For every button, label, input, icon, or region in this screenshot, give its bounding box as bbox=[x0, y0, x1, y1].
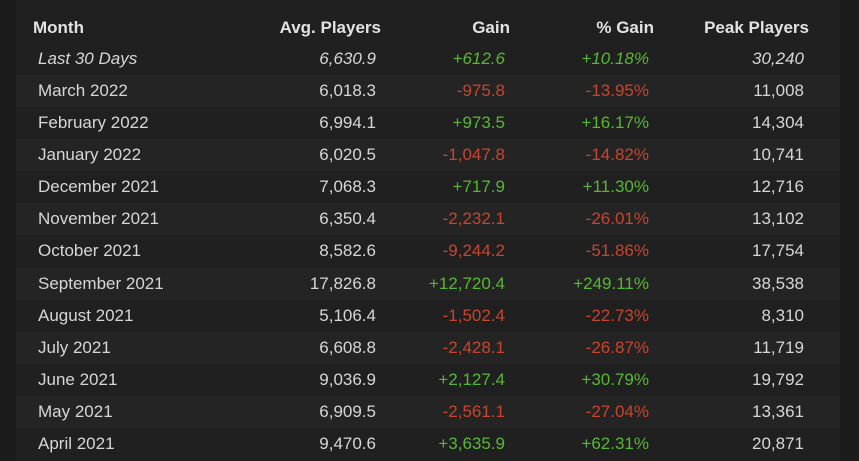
month-cell: Last 30 Days bbox=[38, 49, 138, 68]
value-cell: +30.79% bbox=[581, 369, 649, 389]
value-cell: +62.31% bbox=[581, 433, 649, 453]
table-row bbox=[16, 300, 840, 332]
value-cell: 6,608.8 bbox=[319, 337, 376, 357]
value-cell: 13,361 bbox=[752, 401, 804, 421]
value-cell: -26.87% bbox=[585, 337, 649, 357]
value-cell: 8,310 bbox=[761, 305, 804, 325]
month-cell: December 2021 bbox=[38, 177, 159, 197]
value-cell: 9,036.9 bbox=[319, 369, 376, 389]
month-cell: June 2021 bbox=[38, 369, 118, 389]
table-row bbox=[16, 139, 840, 172]
value-cell: -2,428.1 bbox=[442, 337, 505, 357]
value-cell: 6,020.5 bbox=[319, 145, 376, 165]
value-cell: 9,470.6 bbox=[319, 433, 376, 453]
value-cell: 6,994.1 bbox=[319, 113, 376, 133]
value-cell: -27.04% bbox=[585, 401, 649, 421]
table-row bbox=[16, 75, 840, 108]
value-cell: -9,244.2 bbox=[442, 241, 505, 261]
value-cell: 12,716 bbox=[752, 177, 804, 197]
value-cell: -26.01% bbox=[585, 209, 649, 229]
value-cell: 6,018.3 bbox=[319, 81, 376, 101]
value-cell: 6,909.5 bbox=[319, 401, 376, 421]
value-cell: -2,561.1 bbox=[442, 401, 505, 421]
value-cell: -14.82% bbox=[585, 145, 649, 165]
value-cell: -22.73% bbox=[585, 305, 649, 325]
value-cell: 8,582.6 bbox=[319, 241, 376, 261]
table-row bbox=[16, 395, 840, 428]
value-cell: +11.30% bbox=[582, 177, 649, 197]
value-cell: 5,106.4 bbox=[319, 305, 376, 325]
month-cell: February 2022 bbox=[38, 113, 149, 133]
table-row bbox=[16, 364, 840, 396]
value-cell: -975.8 bbox=[456, 81, 505, 101]
table-row bbox=[16, 331, 840, 364]
column-header: Month bbox=[33, 18, 84, 37]
value-cell: -1,502.4 bbox=[442, 305, 505, 325]
value-cell: -2,232.1 bbox=[442, 209, 505, 229]
value-cell: +612.6 bbox=[452, 49, 505, 68]
value-cell: 17,754 bbox=[752, 241, 804, 261]
table-row bbox=[16, 203, 840, 236]
month-cell: October 2021 bbox=[38, 241, 142, 261]
column-header: % Gain bbox=[596, 18, 654, 37]
column-header: Gain bbox=[472, 18, 510, 37]
column-header: Peak Players bbox=[704, 18, 809, 37]
value-cell: +249.11% bbox=[573, 273, 649, 293]
month-cell: January 2022 bbox=[38, 145, 142, 165]
month-cell: July 2021 bbox=[38, 337, 111, 357]
value-cell: +12,720.4 bbox=[428, 273, 505, 293]
column-header: Avg. Players bbox=[279, 18, 381, 37]
value-cell: -1,047.8 bbox=[442, 145, 505, 165]
value-cell: 11,719 bbox=[753, 337, 804, 357]
month-cell: May 2021 bbox=[38, 401, 113, 421]
value-cell: 11,008 bbox=[753, 81, 804, 101]
value-cell: -13.95% bbox=[585, 81, 649, 101]
table-row bbox=[16, 267, 840, 300]
value-cell: 14,304 bbox=[752, 113, 804, 133]
month-cell: November 2021 bbox=[38, 209, 159, 229]
table-row bbox=[16, 43, 840, 75]
value-cell: 38,538 bbox=[752, 273, 804, 293]
value-cell: 10,741 bbox=[752, 145, 804, 165]
month-cell: April 2021 bbox=[38, 433, 115, 453]
value-cell: 6,630.9 bbox=[319, 49, 376, 68]
value-cell: 6,350.4 bbox=[319, 209, 376, 229]
value-cell: +973.5 bbox=[452, 113, 505, 133]
table-row bbox=[16, 428, 840, 460]
value-cell: 13,102 bbox=[752, 209, 804, 229]
value-cell: 7,068.3 bbox=[319, 177, 376, 197]
month-cell: March 2022 bbox=[38, 81, 128, 101]
value-cell: -51.86% bbox=[585, 241, 649, 261]
month-cell: September 2021 bbox=[38, 273, 164, 293]
value-cell: +717.9 bbox=[452, 177, 505, 197]
value-cell: +16.17% bbox=[581, 113, 649, 133]
value-cell: 30,240 bbox=[752, 49, 804, 68]
value-cell: +3,635.9 bbox=[438, 433, 505, 453]
value-cell: 17,826.8 bbox=[309, 273, 376, 293]
month-cell: August 2021 bbox=[38, 305, 134, 325]
value-cell: 19,792 bbox=[752, 369, 804, 389]
value-cell: +10.18% bbox=[581, 49, 649, 68]
value-cell: 20,871 bbox=[752, 433, 804, 453]
value-cell: +2,127.4 bbox=[438, 369, 505, 389]
